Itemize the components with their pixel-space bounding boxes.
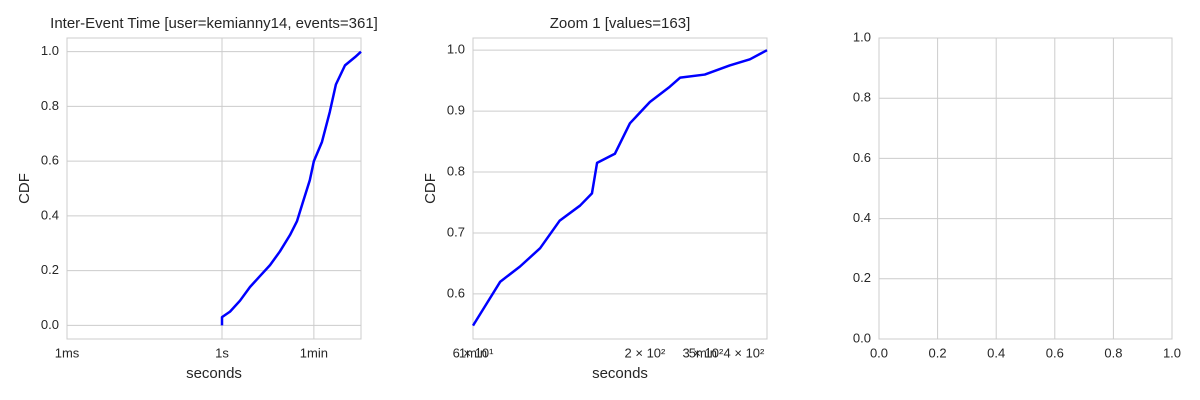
- x-tick-label: 0.8: [1104, 345, 1122, 360]
- y-axis-label: CDF: [422, 173, 439, 204]
- chart-title: Zoom 1 [values=163]: [550, 15, 691, 32]
- y-tick-label: 0.6: [41, 153, 59, 168]
- y-axis-label: CDF: [16, 173, 33, 204]
- y-tick-label: 0.0: [853, 330, 871, 345]
- axes-frame: [472, 37, 768, 340]
- x-tick-label: 0.2: [929, 345, 947, 360]
- x-tick-label: 1ms: [55, 345, 80, 360]
- x-tick-label: 3 × 10²: [682, 345, 724, 360]
- y-tick-label: 0.8: [41, 98, 59, 113]
- y-tick-label: 0.0: [41, 317, 59, 332]
- x-tick-label: 0.6: [1046, 345, 1064, 360]
- y-tick-label: 0.9: [447, 103, 465, 118]
- y-tick-label: 0.2: [41, 262, 59, 277]
- y-tick-label: 1.0: [853, 29, 871, 44]
- y-tick-label: 0.4: [41, 207, 59, 222]
- chart-title: Inter-Event Time [user=kemianny14, event…: [50, 15, 378, 32]
- axes-frame: [66, 37, 362, 340]
- y-tick-label: 0.7: [447, 224, 465, 239]
- y-tick-label: 0.6: [853, 150, 871, 165]
- x-axis-label: seconds: [186, 365, 242, 382]
- x-tick-label: 1min: [459, 345, 487, 360]
- cdf-line: [220, 50, 362, 326]
- x-tick-label: 1.0: [1163, 345, 1181, 360]
- y-tick-label: 1.0: [447, 42, 465, 57]
- x-tick-label: 0.4: [987, 345, 1005, 360]
- y-tick-label: 0.8: [447, 163, 465, 178]
- x-tick-label: 1min: [300, 345, 328, 360]
- cdf-line: [471, 49, 768, 327]
- axes-frame: [878, 37, 1173, 340]
- x-tick-label: 6 × 10¹: [453, 345, 495, 360]
- y-tick-label: 0.8: [853, 90, 871, 105]
- y-tick-label: 0.6: [447, 285, 465, 300]
- subplot: 0.6 0.7 0.8 0.9 1.0 6 × 10¹ 2 × 10² 3 × 10² 4 × …: [422, 15, 768, 382]
- x-tick-label: 2 × 10²: [625, 345, 667, 360]
- subplot: 0.0 0.2 0.4 0.6 0.8 1.0 1ms 1s 1min Inter-Event T…: [16, 15, 378, 382]
- y-tick-label: 1.0: [41, 43, 59, 58]
- x-axis-label: seconds: [592, 365, 648, 382]
- y-tick-label: 0.2: [853, 270, 871, 285]
- x-tick-label: 4 × 10²: [724, 345, 766, 360]
- subplot: 0.0 0.2 0.4 0.6 0.8 1.0 0.0 0.2 0.4 0.6 0.8 1.0: [853, 29, 1181, 360]
- x-tick-label: 0.0: [870, 345, 888, 360]
- x-tick-label: 5min: [689, 345, 717, 360]
- y-tick-label: 0.4: [853, 210, 871, 225]
- x-tick-label: 1s: [215, 345, 229, 360]
